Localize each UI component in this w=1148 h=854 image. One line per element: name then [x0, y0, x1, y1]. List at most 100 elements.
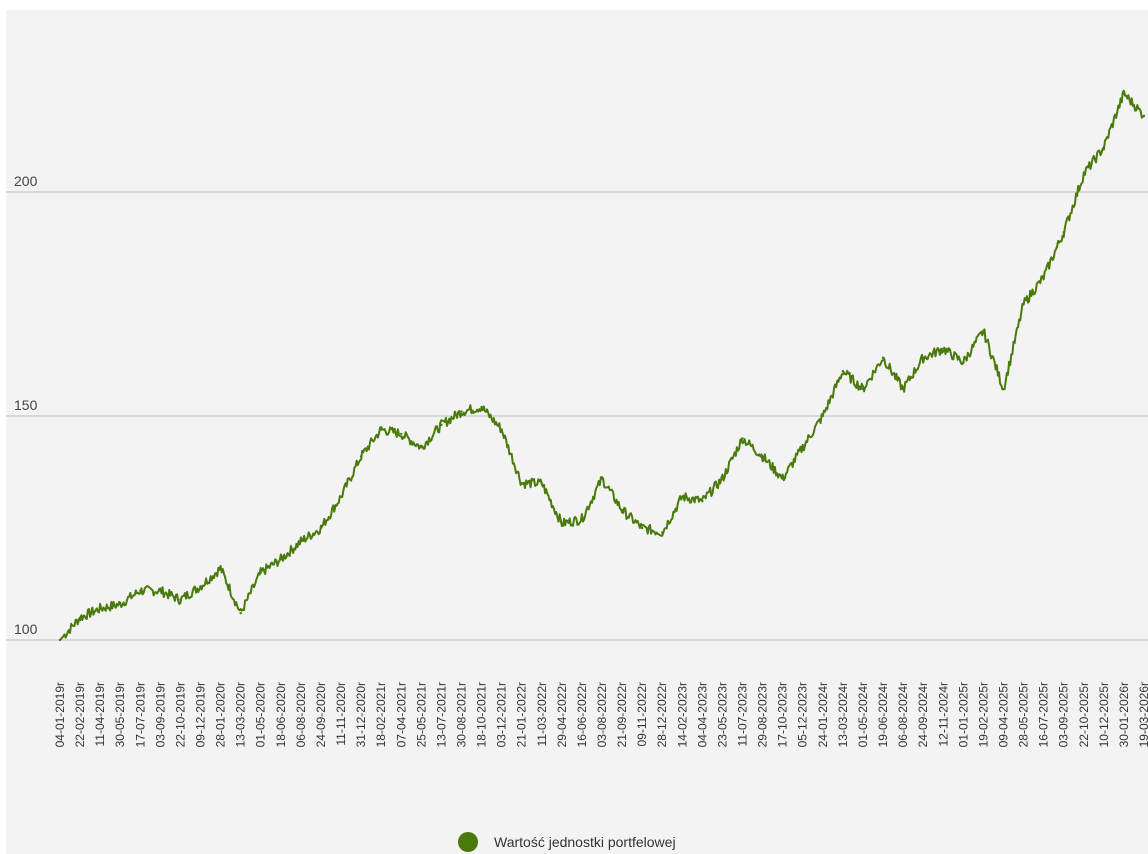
data-point — [119, 602, 122, 606]
data-point — [319, 526, 323, 530]
x-tick-label: 03-09-2025r — [1057, 682, 1071, 747]
data-point — [901, 387, 905, 391]
x-tick-label: 25-05-2021r — [414, 682, 428, 747]
x-tick-label: 09-04-2025r — [996, 682, 1010, 747]
data-point — [701, 499, 704, 503]
data-point — [781, 477, 784, 480]
data-point — [58, 638, 62, 642]
x-tick-label: 22-10-2019r — [173, 682, 187, 747]
x-tick-label: 06-08-2020r — [294, 682, 308, 747]
data-point — [1082, 172, 1085, 176]
x-tick-label: 28-01-2020r — [214, 682, 228, 747]
x-tick-label: 24-09-2020r — [314, 682, 328, 747]
data-point — [1002, 387, 1005, 391]
x-tick-label: 05-12-2023r — [796, 682, 810, 747]
data-point — [620, 508, 624, 512]
grid-lines — [6, 191, 1148, 641]
x-tick-label: 11-04-2019r — [93, 682, 107, 747]
data-point — [942, 347, 945, 350]
data-point — [741, 437, 744, 440]
x-tick-label: 03-12-2021r — [495, 682, 509, 747]
x-tick-label: 24-01-2024r — [816, 682, 830, 747]
x-tick-label: 21-01-2022r — [515, 682, 529, 747]
data-point — [821, 414, 825, 418]
data-point — [962, 361, 965, 364]
data-point — [841, 370, 845, 373]
x-tick-label: 18-02-2021r — [374, 682, 388, 747]
data-point — [1122, 92, 1126, 95]
x-tick-label: 29-04-2022r — [555, 682, 569, 747]
x-tick-label: 04-04-2023r — [695, 682, 709, 747]
x-tick-label: 22-10-2025r — [1077, 682, 1091, 747]
x-tick-label: 12-11-2024r — [936, 682, 950, 747]
x-tick-label: 13-07-2021r — [434, 682, 448, 747]
data-point — [982, 329, 985, 333]
line-chart: 100 150 200 04-01-2019r 22-02-2019r 11-04-20… — [6, 89, 1148, 747]
x-tick-label: 28-12-2022r — [655, 682, 669, 747]
data-point — [400, 432, 403, 436]
x-tick-label: 13-03-2020r — [234, 682, 248, 747]
x-tick-label: 29-08-2023r — [756, 682, 770, 747]
data-point — [159, 589, 162, 592]
x-tick-label: 13-03-2024r — [836, 682, 850, 747]
data-point — [921, 356, 925, 359]
data-point — [1062, 231, 1065, 234]
x-tick-label: 19-02-2025r — [976, 682, 990, 747]
data-point — [861, 387, 865, 391]
chart-panel: 100 150 200 04-01-2019r 22-02-2019r 11-04-20… — [6, 10, 1148, 854]
x-tick-label: 01-01-2025r — [956, 682, 970, 747]
x-tick-label: 17-07-2019r — [133, 682, 147, 747]
x-tick-label: 11-11-2020r — [334, 682, 348, 746]
x-tick-label: 06-08-2024r — [896, 682, 910, 747]
data-point — [681, 495, 684, 498]
data-point — [239, 611, 242, 615]
data-point — [259, 571, 262, 574]
data-point — [801, 446, 804, 449]
data-point — [359, 455, 363, 458]
data-point — [460, 410, 463, 413]
x-tick-label: 24-09-2024r — [916, 682, 930, 747]
data-point — [480, 405, 483, 409]
x-tick-label: 18-10-2021r — [475, 682, 489, 747]
data-point — [1042, 275, 1045, 279]
x-tick-label: 14-02-2023r — [675, 682, 689, 747]
x-tick-label: 03-08-2022r — [595, 682, 609, 747]
legend-swatch-icon — [458, 832, 478, 852]
data-point — [199, 585, 202, 588]
x-tick-label: 17-10-2023r — [776, 682, 790, 747]
x-tick-label: 31-12-2020r — [354, 682, 368, 747]
data-point — [721, 477, 724, 480]
x-tick-label: 11-07-2023r — [736, 682, 750, 747]
x-tick-label: 16-07-2025r — [1037, 682, 1051, 747]
x-tick-label: 19-03-2026r — [1137, 682, 1148, 747]
data-point — [580, 517, 584, 521]
x-tick-label: 22-02-2019r — [73, 682, 87, 747]
data-point — [78, 616, 82, 619]
data-point — [1022, 302, 1025, 306]
y-tick-label: 200 — [14, 173, 38, 189]
x-tick-label: 30-08-2021r — [454, 682, 468, 747]
data-point — [440, 423, 443, 427]
x-tick-label: 10-12-2025r — [1097, 682, 1111, 747]
x-tick-label: 09-11-2022r — [635, 682, 649, 747]
legend[interactable]: Wartość jednostki portfelowej — [458, 832, 676, 852]
data-point — [420, 446, 423, 449]
x-tick-label: 07-04-2021r — [394, 682, 408, 747]
data-point — [500, 428, 503, 431]
x-tick-label: 18-06-2020r — [274, 682, 288, 747]
x-tick-label: 16-06-2022r — [575, 682, 589, 747]
data-point — [560, 522, 564, 525]
x-tick-label: 01-05-2024r — [856, 682, 870, 747]
y-tick-label: 150 — [14, 397, 38, 413]
x-tick-label: 04-01-2019r — [53, 682, 67, 747]
x-tick-label: 23-05-2023r — [715, 682, 729, 747]
x-tick-label: 11-03-2022r — [535, 682, 549, 747]
x-tick-label: 19-06-2024r — [876, 682, 890, 747]
legend-label: Wartość jednostki portfelowej — [494, 834, 676, 850]
y-axis-ticks: 100 150 200 — [14, 173, 38, 637]
data-point — [339, 495, 343, 498]
series-group — [58, 89, 1146, 642]
data-point — [299, 540, 303, 543]
x-tick-label: 21-09-2022r — [615, 682, 629, 747]
x-tick-label: 28-05-2025r — [1017, 682, 1031, 747]
